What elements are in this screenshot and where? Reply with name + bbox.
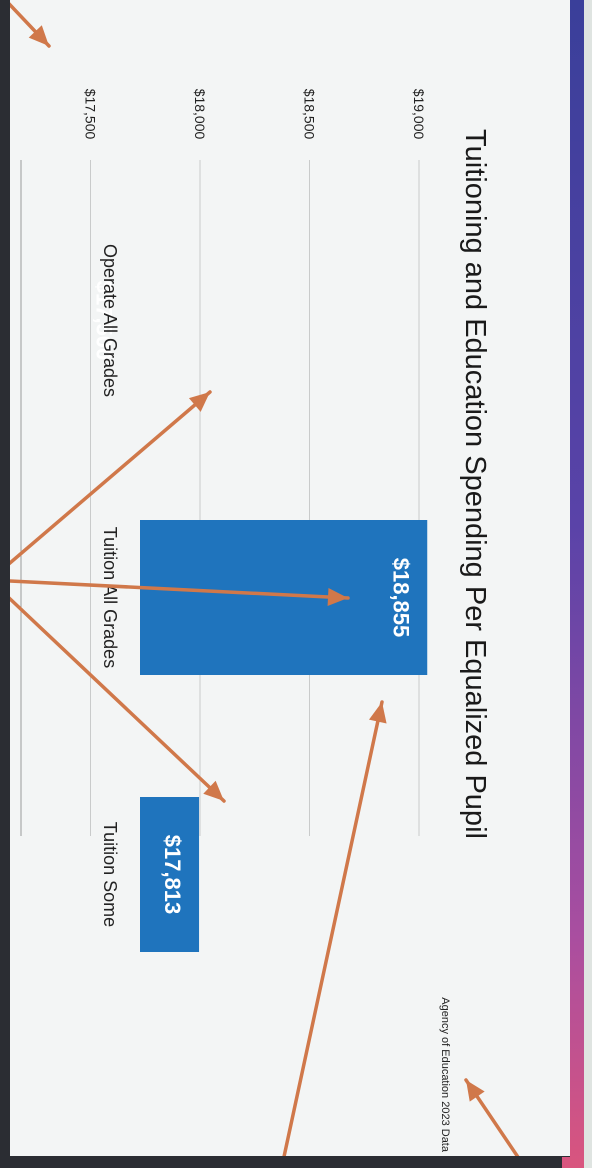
arrow-to-bar-3 — [10, 578, 226, 803]
annotation-arrows — [10, 0, 526, 1156]
source-note: Agency of Education 2023 Data — [439, 997, 451, 1153]
bar-3 — [139, 797, 200, 952]
bar-value-label: $17,813 — [160, 835, 185, 915]
category-label: Tuition Some — [100, 822, 120, 927]
chart-title: Tuitioning and Education Spending Per Eq… — [459, 129, 491, 839]
y-tick-label: $18,500 — [302, 89, 318, 140]
category-label: Operate All Grades — [100, 244, 120, 397]
bar-value-labels: $17,500 $18,855 $17,813 — [92, 281, 414, 915]
y-tick-label: $17,500 — [83, 89, 99, 140]
category-label: Tuition All Grades — [100, 527, 120, 668]
arrow-to-bar-2-top — [280, 700, 387, 1156]
bars — [139, 520, 428, 952]
y-tick-label: $19,000 — [411, 89, 427, 140]
arrow-to-bar-1 — [10, 390, 212, 582]
category-labels: Operate All Grades Tuition All Grades Tuit… — [100, 244, 120, 927]
y-axis-tick-labels: $17,500 $18,000 $18,500 $19,000 — [83, 89, 428, 140]
slide-card: Tuitioning and Education Spending Per Eq… — [10, 0, 570, 1157]
bar-chart: Tuitioning and Education Spending Per Eq… — [10, 0, 526, 1156]
arrow-to-source — [464, 1078, 526, 1156]
gridlines — [20, 160, 420, 836]
bar-value-label: $17,500 — [92, 281, 117, 361]
bar-value-label: $18,855 — [388, 558, 413, 638]
y-tick-label: $18,000 — [192, 89, 208, 140]
bar-2 — [140, 520, 428, 675]
arrow-to-bar-2 — [10, 578, 350, 606]
arrow-to-axis — [10, 0, 51, 48]
